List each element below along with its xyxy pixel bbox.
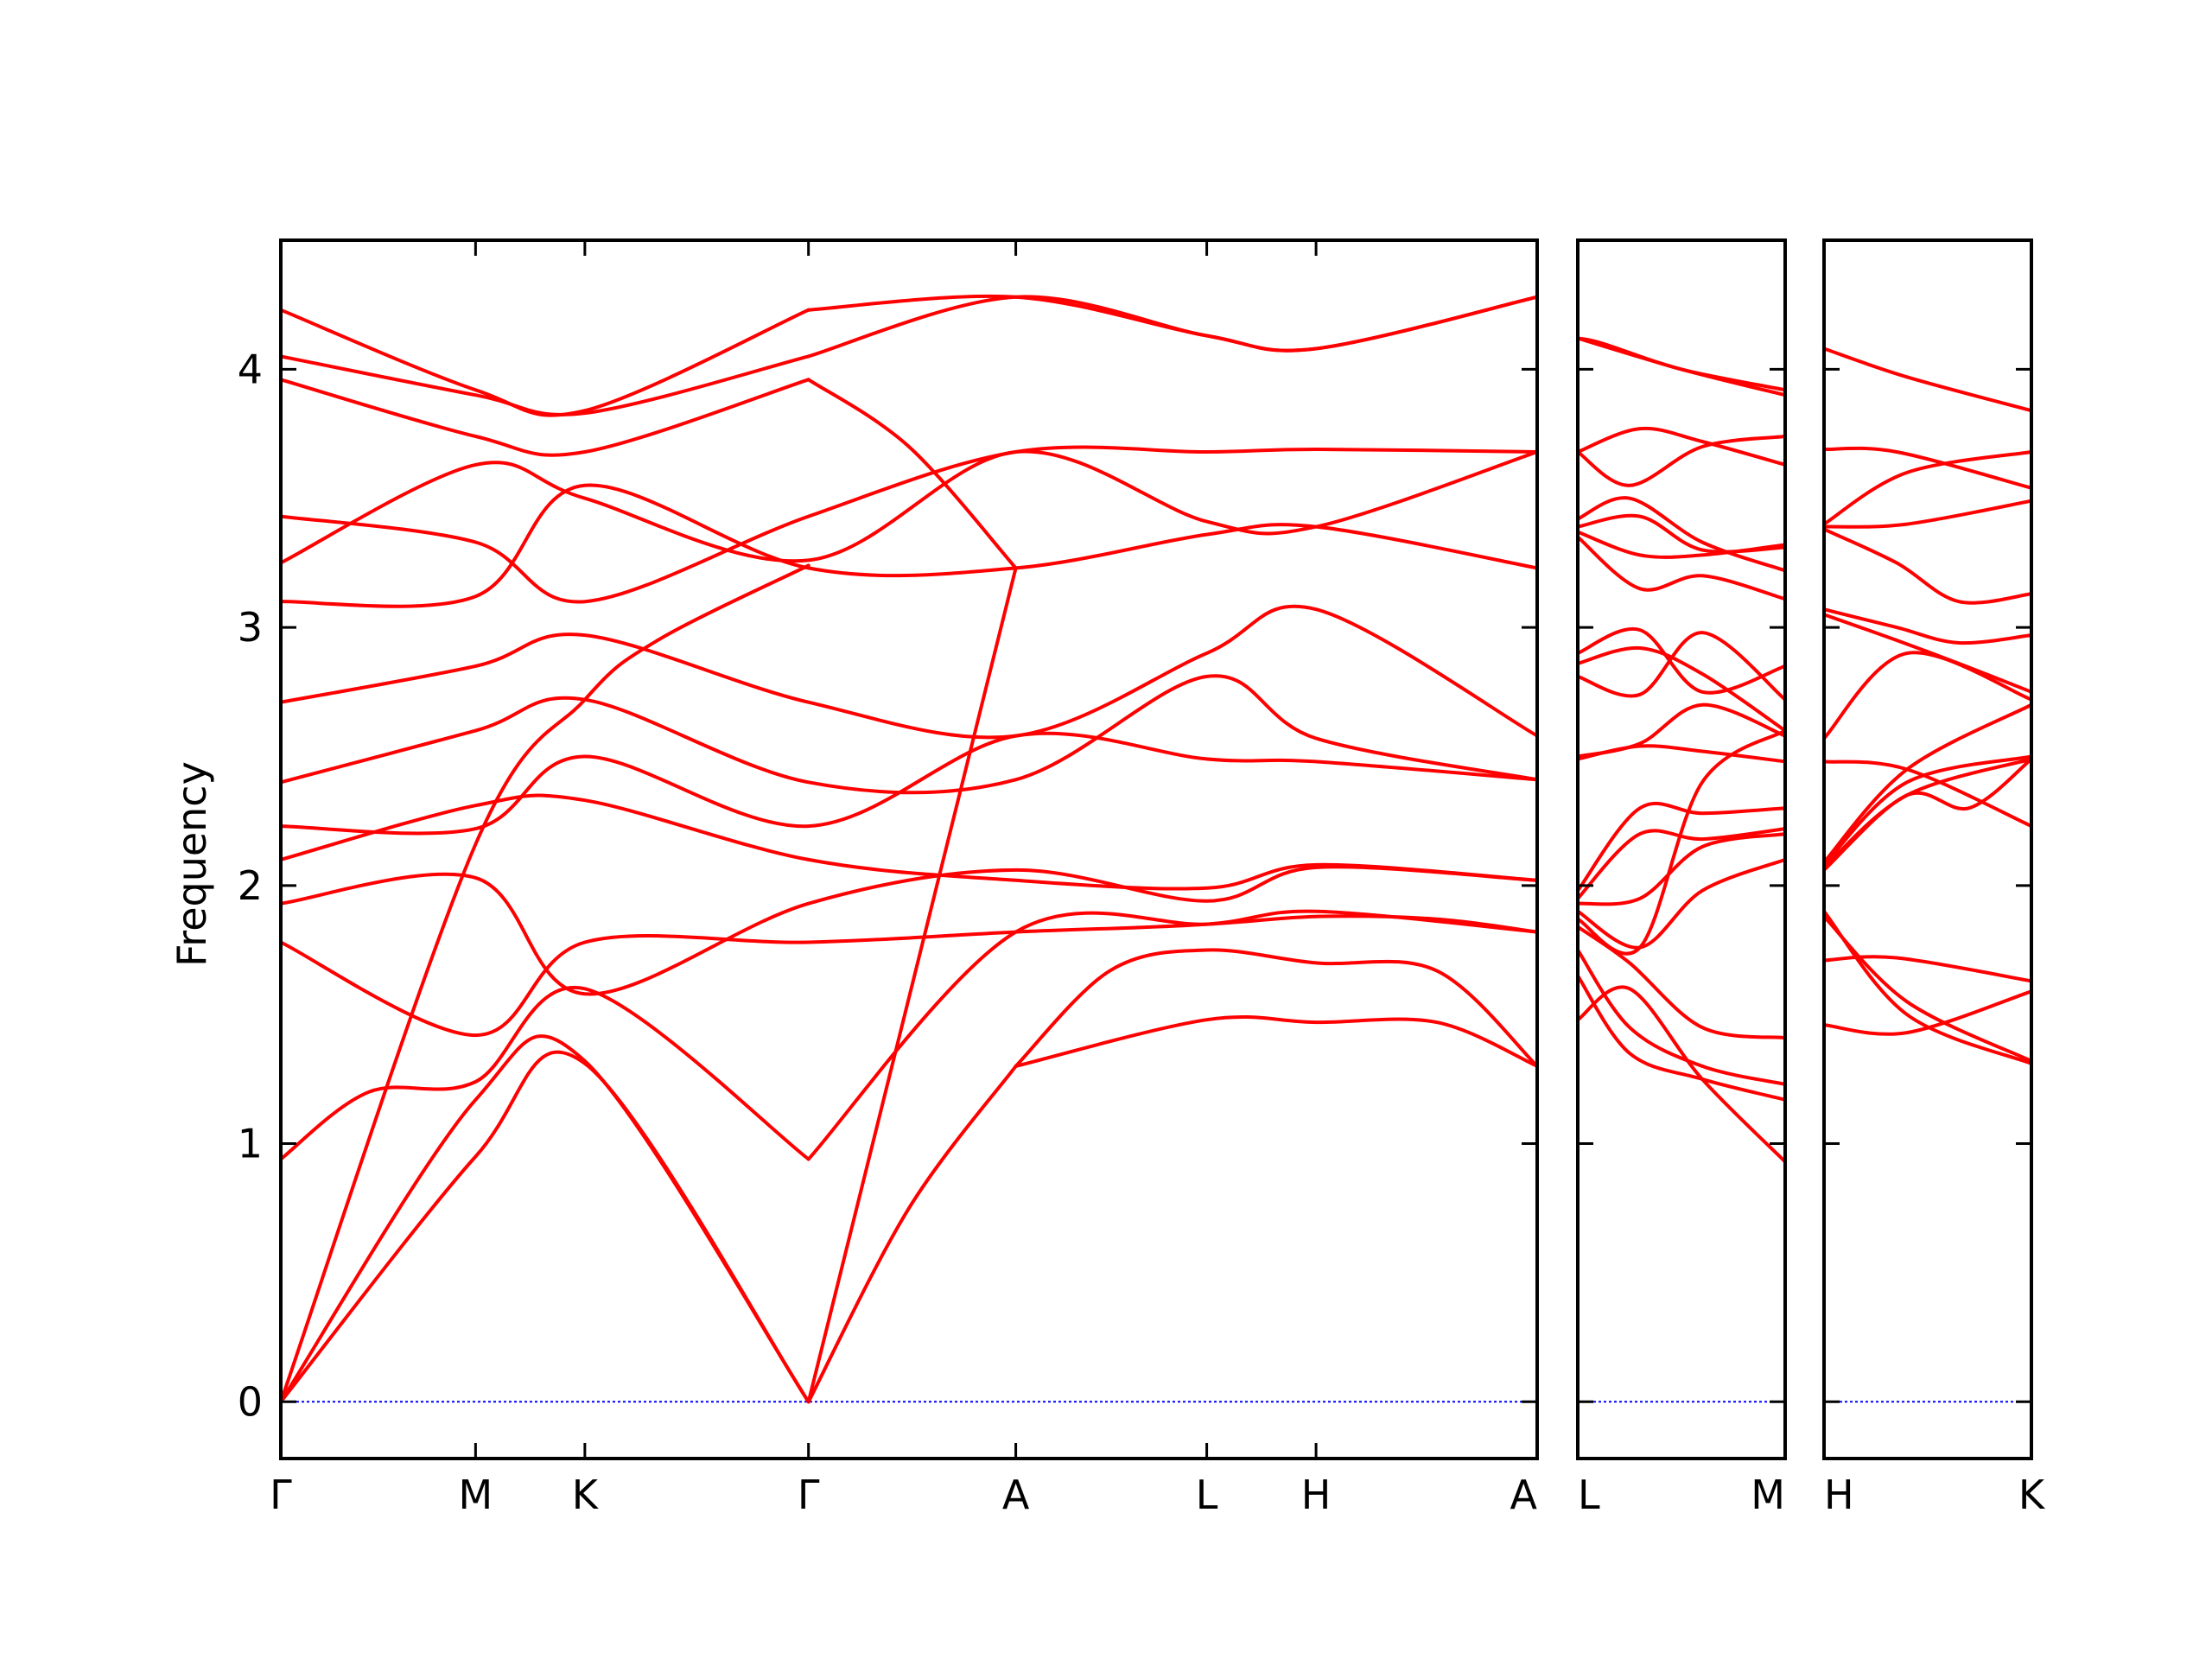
y-tick-label: 3 [238, 604, 263, 651]
band-curve-17 [1576, 857, 1787, 950]
band-curve-2 [279, 1034, 810, 1404]
band-curve-1 [279, 1050, 810, 1404]
band-curve-9 [1576, 626, 1787, 695]
x-tick-label: Γ [798, 1471, 820, 1518]
y-axis-label: Frequency [168, 761, 215, 967]
band-curve-13 [1576, 744, 1787, 764]
band-curve-1 [1822, 346, 2033, 413]
band-curve-7 [806, 911, 1539, 1161]
band-curve-7 [1822, 613, 2033, 694]
band-curve-6 [806, 1064, 1018, 1404]
band-curve-6 [1822, 607, 2033, 645]
band-curve-20 [279, 674, 1539, 795]
x-tick-label: M [1751, 1471, 1785, 1518]
band-curve-13 [1822, 757, 2033, 872]
band-curve-5 [806, 566, 1018, 1404]
band-curve-5 [1822, 527, 2033, 605]
y-tick-label: 4 [238, 346, 263, 392]
band-curve-10 [1822, 702, 2033, 864]
band-curve-24 [279, 909, 1539, 1038]
y-tick-label: 2 [238, 862, 263, 909]
band-curve-9 [1014, 1015, 1539, 1068]
band-curve-18 [279, 483, 1539, 608]
x-tick-label: A [1510, 1471, 1538, 1518]
band-curve-22 [1576, 985, 1787, 1164]
panel-frame [1576, 238, 1787, 1460]
band-curve-16 [1822, 955, 2033, 983]
band-curve-17 [279, 449, 1539, 565]
band-curve-3 [1822, 450, 2033, 526]
band-curve-5 [1576, 496, 1787, 573]
band-curve-16 [1576, 832, 1787, 906]
x-tick-label: K [572, 1471, 600, 1518]
band-curve-7 [1576, 530, 1787, 559]
band-curve-16 [279, 445, 1539, 604]
band-curve-8 [1822, 651, 2033, 741]
band-curve-12 [279, 354, 810, 416]
band-curve-3 [1576, 426, 1787, 467]
x-tick-label: H [1301, 1471, 1332, 1518]
x-tick-label: L [1196, 1471, 1218, 1518]
y-tick-label: 1 [238, 1121, 263, 1167]
band-curve-23 [279, 865, 1539, 996]
band-curve-14 [1576, 801, 1787, 893]
y-tick-label: 0 [238, 1378, 263, 1425]
band-curve-2 [1822, 446, 2033, 490]
band-curve-4 [1576, 435, 1787, 487]
band-curve-9 [1822, 760, 2033, 829]
band-curve-19 [279, 604, 1539, 740]
band-curve-10 [1576, 645, 1787, 733]
x-tick-label: A [1002, 1471, 1030, 1518]
x-tick-label: Γ [270, 1471, 292, 1518]
band-curve-17 [1822, 989, 2033, 1036]
band-curve-11 [1822, 754, 2033, 867]
band-curve-4 [1822, 499, 2033, 529]
band-curve-10 [1014, 948, 1539, 1068]
band-curve-11 [279, 308, 810, 417]
x-tick-label: H [1824, 1471, 1854, 1518]
panel-frame [1822, 238, 2033, 1460]
band-curve-3 [279, 563, 810, 1404]
band-curve-4 [279, 985, 810, 1161]
band-curve-13 [279, 378, 810, 457]
band-curve-2 [1576, 336, 1787, 397]
x-tick-label: M [459, 1471, 493, 1518]
band-curve-8 [1576, 535, 1787, 601]
x-tick-label: K [2018, 1471, 2046, 1518]
band-curve-22 [279, 793, 1539, 891]
band-curve-15 [806, 295, 1539, 359]
band-curve-21 [279, 731, 1539, 836]
band-curve-14 [1822, 909, 2033, 1065]
band-curve-15 [1576, 827, 1787, 900]
band-curve-20 [1576, 948, 1787, 1086]
band-curve-21 [1576, 974, 1787, 1102]
band-curve-15 [1822, 914, 2033, 1063]
x-tick-label: L [1578, 1471, 1600, 1518]
band-curve-8 [806, 378, 1018, 570]
panel-frame [279, 238, 1539, 1460]
band-curve-19 [1576, 925, 1787, 1040]
band-curve-11 [1576, 631, 1787, 702]
